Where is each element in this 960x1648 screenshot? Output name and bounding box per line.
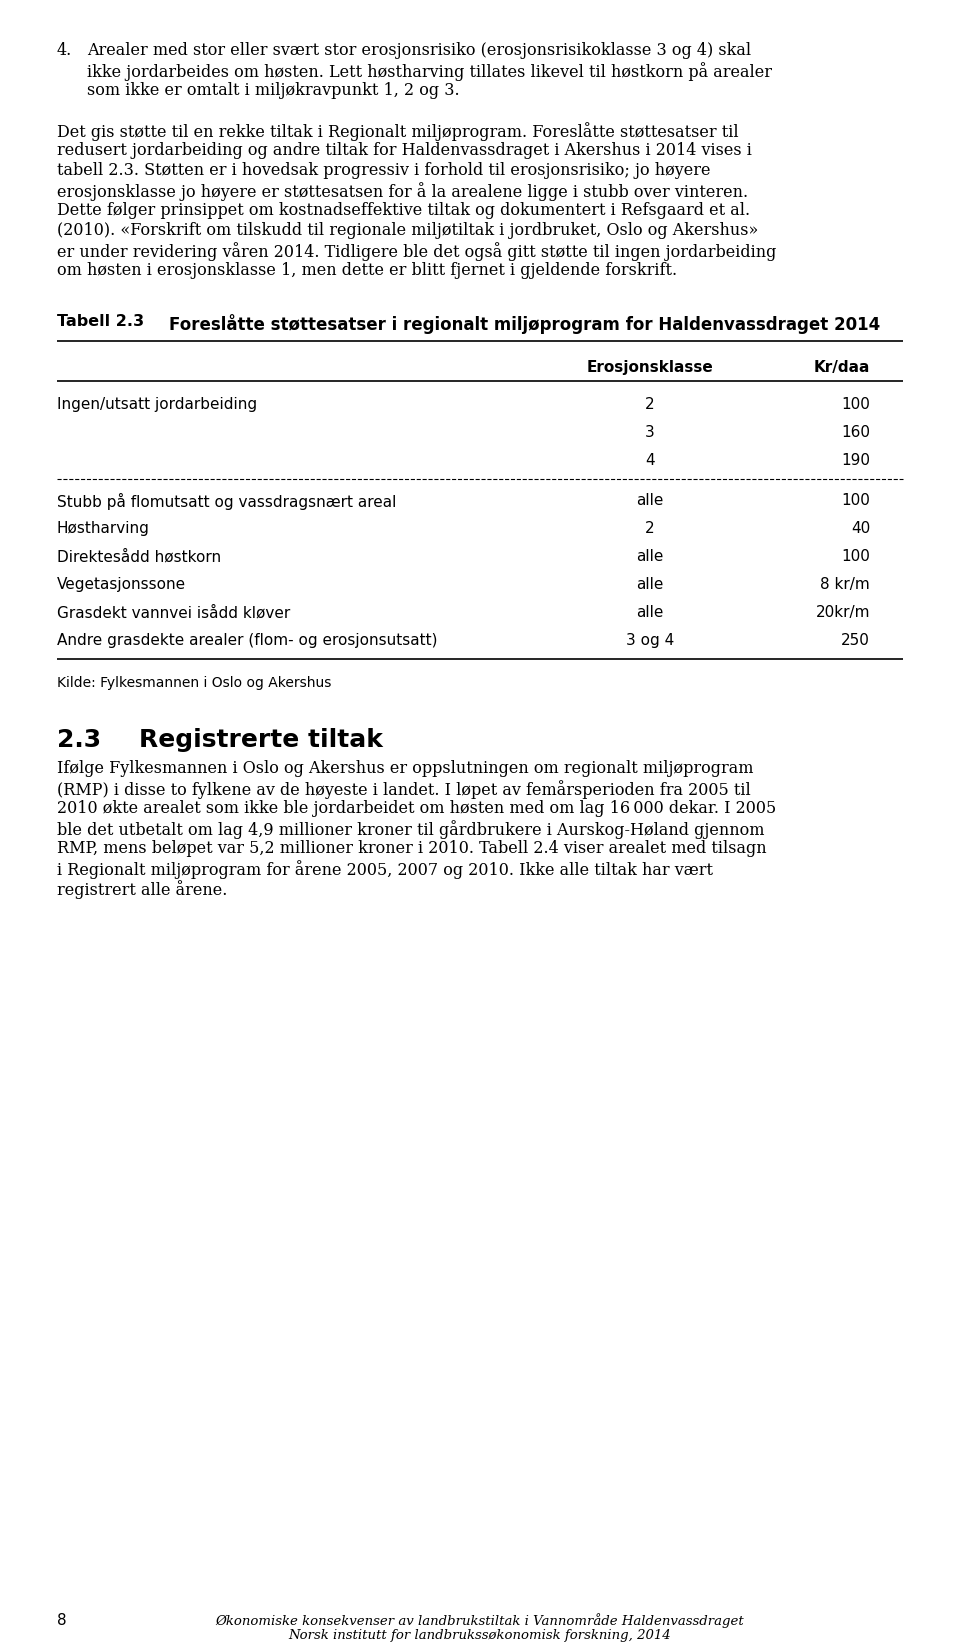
Text: 100: 100 [841,397,870,412]
Text: alle: alle [636,493,663,508]
Text: 8 kr/m: 8 kr/m [820,577,870,592]
Text: alle: alle [636,605,663,620]
Text: 190: 190 [841,453,870,468]
Text: Det gis støtte til en rekke tiltak i Regionalt miljøprogram. Foreslåtte støttesa: Det gis støtte til en rekke tiltak i Reg… [57,122,738,140]
Text: erosjonsklasse jo høyere er støttesatsen for å la arealene ligge i stubb over vi: erosjonsklasse jo høyere er støttesatsen… [57,181,748,201]
Text: RMP, mens beløpet var 5,2 millioner kroner i 2010. Tabell 2.4 viser arealet med : RMP, mens beløpet var 5,2 millioner kron… [57,839,767,857]
Text: Grasdekt vannvei isådd kløver: Grasdekt vannvei isådd kløver [57,605,290,620]
Text: ble det utbetalt om lag 4,9 millioner kroner til gårdbrukere i Aurskog-Høland gj: ble det utbetalt om lag 4,9 millioner kr… [57,819,764,839]
Text: Vegetasjonssone: Vegetasjonssone [57,577,186,592]
Text: Økonomiske konsekvenser av landbrukstiltak i Vannområde Haldenvassdraget: Økonomiske konsekvenser av landbrukstilt… [216,1612,744,1627]
Text: Andre grasdekte arealer (flom- og erosjonsutsatt): Andre grasdekte arealer (flom- og erosjo… [57,633,438,648]
Text: Foreslåtte støttesatser i regionalt miljøprogram for Haldenvassdraget 2014: Foreslåtte støttesatser i regionalt milj… [169,313,880,335]
Text: Kr/daa: Kr/daa [814,359,870,374]
Text: som ikke er omtalt i miljøkravpunkt 1, 2 og 3.: som ikke er omtalt i miljøkravpunkt 1, 2… [87,82,460,99]
Text: 2010 økte arealet som ikke ble jordarbeidet om høsten med om lag 16 000 dekar. I: 2010 økte arealet som ikke ble jordarbei… [57,799,777,816]
Text: Kilde: Fylkesmannen i Oslo og Akershus: Kilde: Fylkesmannen i Oslo og Akershus [57,676,331,689]
Text: 2: 2 [645,397,655,412]
Text: Dette følger prinsippet om kostnadseffektive tiltak og dokumentert i Refsgaard e: Dette følger prinsippet om kostnadseffek… [57,201,750,219]
Text: Norsk institutt for landbrukssøkonomisk forskning, 2014: Norsk institutt for landbrukssøkonomisk … [289,1628,671,1641]
Text: (RMP) i disse to fylkene av de høyeste i landet. I løpet av femårsperioden fra 2: (RMP) i disse to fylkene av de høyeste i… [57,780,751,798]
Text: registrert alle årene.: registrert alle årene. [57,880,228,898]
Text: Erosjonsklasse: Erosjonsklasse [587,359,713,374]
Text: Tabell 2.3: Tabell 2.3 [57,313,144,330]
Text: Arealer med stor eller svært stor erosjonsrisiko (erosjonsrisikoklasse 3 og 4) s: Arealer med stor eller svært stor erosjo… [87,41,751,59]
Text: 40: 40 [851,521,870,536]
Text: 20kr/m: 20kr/m [815,605,870,620]
Text: Registrerte tiltak: Registrerte tiltak [139,727,383,751]
Text: om høsten i erosjonsklasse 1, men dette er blitt fjernet i gjeldende forskrift.: om høsten i erosjonsklasse 1, men dette … [57,262,677,279]
Text: Høstharving: Høstharving [57,521,150,536]
Text: Ifølge Fylkesmannen i Oslo og Akershus er oppslutningen om regionalt miljøprogra: Ifølge Fylkesmannen i Oslo og Akershus e… [57,760,754,776]
Text: 3: 3 [645,425,655,440]
Text: 4.: 4. [57,41,72,59]
Text: 2.3: 2.3 [57,727,101,751]
Text: redusert jordarbeiding og andre tiltak for Haldenvassdraget i Akershus i 2014 vi: redusert jordarbeiding og andre tiltak f… [57,142,752,158]
Text: 8: 8 [57,1612,66,1627]
Text: alle: alle [636,577,663,592]
Text: Stubb på flomutsatt og vassdragsnært areal: Stubb på flomutsatt og vassdragsnært are… [57,493,396,509]
Text: alle: alle [636,549,663,564]
Text: 2: 2 [645,521,655,536]
Text: Ingen/utsatt jordarbeiding: Ingen/utsatt jordarbeiding [57,397,257,412]
Text: 250: 250 [841,633,870,648]
Text: ikke jordarbeides om høsten. Lett høstharving tillates likevel til høstkorn på a: ikke jordarbeides om høsten. Lett høstha… [87,63,772,81]
Text: 100: 100 [841,549,870,564]
Text: Direktesådd høstkorn: Direktesådd høstkorn [57,549,221,564]
Text: i Regionalt miljøprogram for årene 2005, 2007 og 2010. Ikke alle tiltak har vært: i Regionalt miljøprogram for årene 2005,… [57,860,713,878]
Text: 100: 100 [841,493,870,508]
Text: 3 og 4: 3 og 4 [626,633,674,648]
Text: (2010). «Forskrift om tilskudd til regionale miljøtiltak i jordbruket, Oslo og A: (2010). «Forskrift om tilskudd til regio… [57,222,758,239]
Text: 160: 160 [841,425,870,440]
Text: 4: 4 [645,453,655,468]
Text: tabell 2.3. Støtten er i hovedsak progressiv i forhold til erosjonsrisiko; jo hø: tabell 2.3. Støtten er i hovedsak progre… [57,162,710,180]
Text: er under revidering våren 2014. Tidligere ble det også gitt støtte til ingen jor: er under revidering våren 2014. Tidliger… [57,242,777,260]
